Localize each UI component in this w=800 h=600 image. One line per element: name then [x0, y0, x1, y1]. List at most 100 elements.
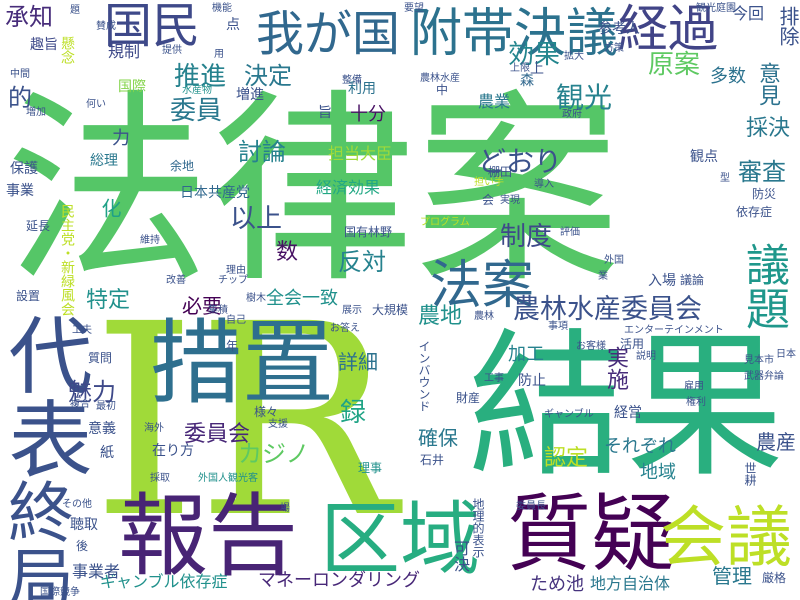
cloud-word: 討論 [238, 138, 286, 166]
cloud-word: ギャンブル [544, 409, 594, 420]
cloud-word: 全会一致 [266, 288, 338, 309]
cloud-word: その他 [62, 499, 92, 510]
cloud-word: 地方自治体 [590, 574, 671, 593]
cloud-word: 加工 [508, 344, 544, 365]
cloud-word: 意見 [755, 62, 780, 106]
cloud-word: 質問 [88, 351, 113, 365]
cloud-word: 場 [280, 503, 290, 514]
cloud-word: 整備 [342, 75, 362, 86]
cloud-word: 法律案 [5, 73, 620, 311]
cloud-word: 海外 [144, 423, 164, 434]
cloud-word: お客様 [576, 341, 606, 352]
cloud-word: 観光 [556, 81, 613, 114]
cloud-word: 区域 [320, 493, 480, 586]
cloud-word: 旨 [318, 105, 332, 121]
cloud-word: 詳細 [338, 350, 378, 374]
cloud-word: 最初 [96, 401, 116, 412]
cloud-word: 集積 [208, 305, 228, 316]
cloud-word: 方策 [604, 43, 624, 54]
cloud-word: 賛成 [96, 21, 116, 32]
cloud-word: それぞれ [604, 436, 676, 457]
cloud-word: 法案 [430, 256, 535, 316]
cloud-word: 導入 [534, 179, 554, 190]
cloud-word: 附帯決議 [410, 4, 619, 64]
cloud-word: 工夫 [72, 325, 92, 336]
cloud-word: 地域 [640, 462, 676, 483]
cloud-word: 業 [598, 271, 608, 282]
cloud-word: 後 [76, 539, 89, 553]
cloud-word: 題 [70, 5, 80, 16]
cloud-word: 事業者 [72, 562, 121, 581]
cloud-word: 政府 [562, 109, 582, 120]
cloud-word: 以上 [230, 204, 283, 234]
cloud-word: 質疑 [507, 485, 676, 583]
cloud-word: チップ [218, 275, 248, 286]
cloud-word: 森 [520, 73, 534, 89]
cloud-word: 工事 [484, 373, 504, 384]
cloud-word: 提供 [162, 45, 182, 56]
cloud-word: 代表 [0, 312, 93, 480]
cloud-word: 措置 [150, 310, 335, 417]
cloud-word: 型 [720, 173, 730, 184]
cloud-word: 余地 [170, 159, 195, 173]
cloud-word: 理事 [358, 461, 383, 475]
cloud-word: 制度 [500, 222, 553, 252]
cloud-word: 化 [98, 198, 122, 218]
cloud-word: 担い手 [474, 177, 504, 188]
cloud-word: 委員 [170, 96, 223, 126]
cloud-word: 今回 [732, 4, 765, 23]
cloud-word: 財産 [456, 391, 481, 405]
cloud-word: 紙 [100, 445, 114, 461]
cloud-word: 農産 [756, 430, 796, 454]
cloud-word: 意義 [88, 421, 116, 437]
cloud-word: マネーロンダリング [258, 570, 420, 591]
cloud-word: 実現 [500, 195, 520, 206]
cloud-word: ギャンブル依存症 [100, 572, 228, 591]
cloud-word: 的 [8, 84, 32, 112]
cloud-word: 上 [530, 61, 544, 77]
cloud-word: 反対 [338, 248, 386, 276]
cloud-word: 増加 [26, 107, 46, 118]
cloud-word: 我が国 [256, 6, 401, 62]
cloud-word: 防災 [752, 187, 777, 201]
cloud-word: 事項 [548, 321, 568, 332]
cloud-word: 様々 [254, 405, 279, 419]
cloud-word: プログラム [420, 217, 470, 228]
cloud-word: 魅力 [68, 378, 116, 406]
cloud-word: 在り方 [152, 443, 194, 459]
cloud-word: 採決 [746, 116, 791, 141]
cloud-word: 承知 [5, 3, 53, 31]
cloud-word: 棚田 [488, 165, 513, 179]
cloud-word: 趣旨 [30, 37, 58, 53]
cloud-word: 農林水産 [420, 73, 460, 84]
cloud-word: 議題 [738, 242, 789, 330]
cloud-word: 自己 [226, 315, 246, 326]
cloud-word: 外国人観光客 [198, 473, 258, 484]
cloud-word: 国有林野 [344, 225, 393, 239]
cloud-word: お答え [330, 323, 360, 334]
cloud-word: 年 [226, 339, 239, 353]
cloud-word: 雇用 [684, 381, 704, 392]
cloud-word: 外国 [604, 255, 624, 266]
cloud-word: 特定 [86, 288, 131, 313]
cloud-word: 見本市 [744, 355, 774, 366]
cloud-word: 結果 [468, 315, 784, 499]
cloud-word: 数 [276, 240, 299, 265]
cloud-word: 観光庭園 [696, 3, 736, 14]
cloud-word: 十分 [350, 104, 386, 125]
cloud-word: 保護 [10, 161, 38, 177]
cloud-word: 農林 [474, 311, 494, 322]
cloud-word: 委員長 [516, 501, 546, 512]
cloud-word: 議論 [680, 273, 705, 287]
cloud-word: 多数 [710, 66, 746, 87]
cloud-word: 原案 [648, 50, 701, 80]
cloud-word: 機能 [212, 3, 232, 14]
cloud-word: 用 [214, 49, 224, 60]
cloud-word: 実施 [603, 346, 628, 390]
cloud-word: 理由 [226, 265, 246, 276]
cloud-word: 要望 [404, 3, 424, 14]
cloud-word: 維持 [140, 235, 160, 246]
cloud-word: 日本共産党 [180, 185, 250, 201]
cloud-word: 会議 [660, 499, 792, 576]
